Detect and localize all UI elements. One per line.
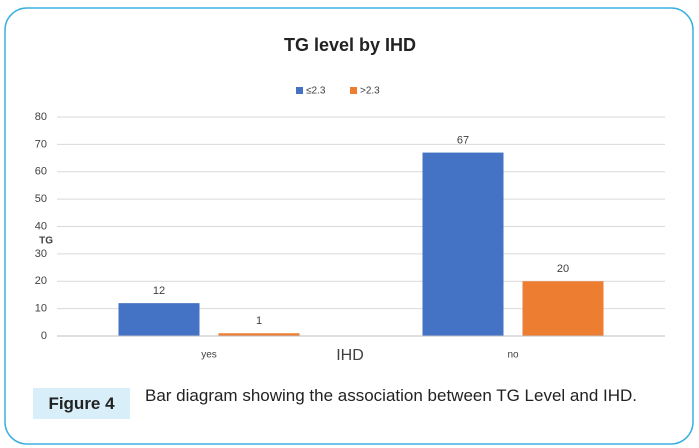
data-label: 12 <box>153 285 165 297</box>
bar <box>218 333 300 336</box>
y-axis-label: TG <box>39 236 53 247</box>
card-border <box>4 7 694 445</box>
legend-label: ≤2.3 <box>306 86 326 97</box>
legend-swatch <box>296 87 303 94</box>
y-tick-label: 30 <box>35 248 47 260</box>
y-tick-label: 50 <box>35 193 47 205</box>
legend-label: >2.3 <box>360 86 380 97</box>
data-label: 1 <box>256 315 262 327</box>
data-label: 67 <box>457 134 469 146</box>
y-tick-label: 20 <box>35 275 47 287</box>
x-axis-label: IHD <box>336 347 364 364</box>
bar <box>118 303 200 336</box>
bar <box>422 152 504 336</box>
y-tick-label: 80 <box>35 111 47 123</box>
legend-swatch <box>350 87 357 94</box>
y-tick-label: 70 <box>35 138 47 150</box>
x-tick-label: yes <box>201 350 217 361</box>
y-tick-label: 10 <box>35 303 47 315</box>
x-tick-label: no <box>507 350 519 361</box>
bar <box>522 281 604 336</box>
y-tick-label: 0 <box>41 330 47 342</box>
chart-title: TG level by IHD <box>284 35 416 55</box>
y-tick-label: 40 <box>35 220 47 232</box>
data-label: 20 <box>557 263 569 275</box>
figure-label: Figure 4 <box>33 388 130 419</box>
y-tick-label: 60 <box>35 166 47 178</box>
figure-caption: Bar diagram showing the association betw… <box>145 386 638 405</box>
